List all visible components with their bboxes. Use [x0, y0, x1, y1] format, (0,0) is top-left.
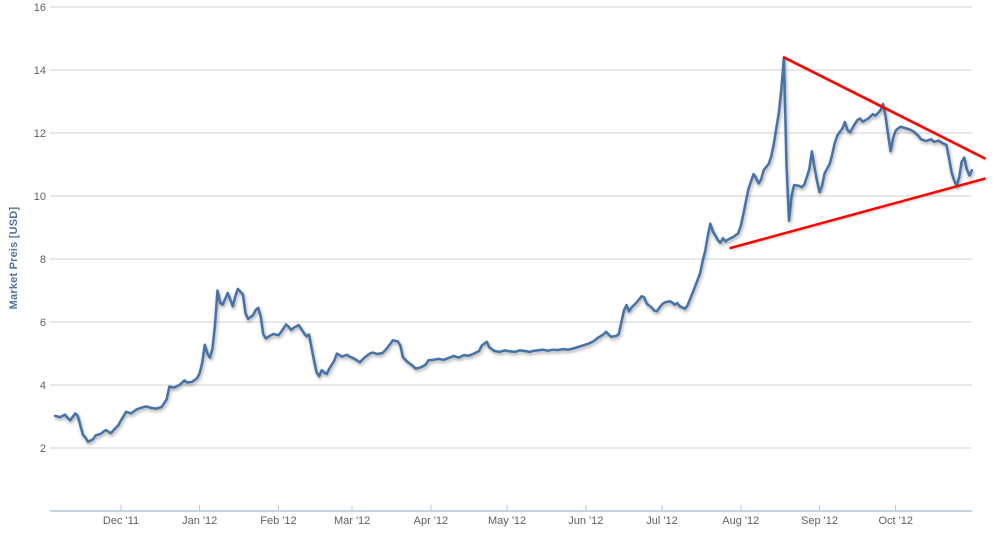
x-axis-label: Jul '12: [646, 515, 677, 527]
y-axis-label: 14: [34, 65, 46, 77]
y-axis-label: 16: [34, 2, 46, 14]
x-axis-label: Oct '12: [878, 515, 913, 527]
y-axis-label: 4: [40, 380, 46, 392]
y-axis-label: 10: [34, 191, 46, 203]
y-axis-label: 6: [40, 317, 46, 329]
x-axis-label: Jun '12: [568, 515, 603, 527]
x-axis-label: Dec '11: [103, 515, 139, 527]
price-line: [53, 56, 974, 443]
y-axis-title: Market Preis [USD]: [8, 206, 20, 310]
x-axis-label: Mar '12: [334, 515, 370, 527]
x-axis-label: May '12: [488, 515, 526, 527]
trendline-descending-resistance: [782, 56, 986, 160]
trendline-ascending-support: [729, 177, 986, 250]
x-axis-label: Feb '12: [260, 515, 296, 527]
y-axis-label: 12: [34, 128, 46, 140]
x-axis-label: Jan '12: [182, 515, 217, 527]
y-axis-label: 2: [40, 443, 46, 455]
y-axis-label: 8: [40, 254, 46, 266]
x-axis-label: Apr '12: [414, 515, 449, 527]
x-axis-label: Sep '12: [801, 515, 838, 527]
x-axis-label: Aug '12: [722, 515, 759, 527]
